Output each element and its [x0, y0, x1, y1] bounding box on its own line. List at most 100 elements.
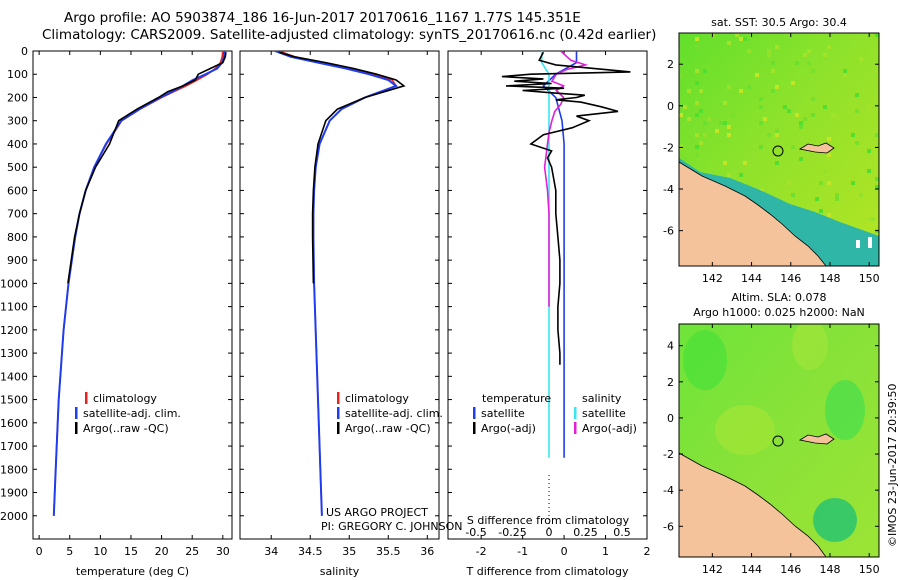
- sst-pixel: [815, 197, 819, 201]
- y-tick-label: 2000: [0, 510, 28, 523]
- y-tick-label: 0: [667, 100, 674, 113]
- salinity-lines: [274, 51, 406, 516]
- legend-satellite-label: satellite-adj. clim.: [345, 407, 443, 420]
- y-tick-label: 2: [667, 58, 674, 71]
- sla-high-patch: [792, 324, 828, 370]
- legend-climatology-label: climatology: [93, 392, 157, 405]
- sst-map-title: sat. SST: 30.5 Argo: 30.4: [711, 16, 847, 29]
- legend-t-satellite-label: satellite: [481, 407, 525, 420]
- sst-pixel: [851, 133, 855, 137]
- x-tick-label: 35.5: [376, 545, 401, 558]
- sst-pixel: [823, 53, 827, 57]
- sla-argo-position-marker: [772, 435, 784, 447]
- x-tick-label: 1: [602, 545, 609, 558]
- sst-pixel: [867, 169, 871, 173]
- sst-pixel: [859, 193, 863, 197]
- salinity-difference-axis-label: S difference from climatology: [467, 514, 630, 527]
- legend-t-argo-swatch: [473, 422, 476, 434]
- sst-pixel: [827, 137, 831, 141]
- sla-map-frame: [678, 323, 880, 558]
- x-tick-label: 25: [185, 545, 199, 558]
- legend-s-argo-label: Argo(-adj): [582, 422, 637, 435]
- sst-pixel: [759, 121, 763, 125]
- x-tick-label: 144: [741, 563, 762, 576]
- y-tick-label: 900: [7, 254, 28, 267]
- sst-pixel: [855, 109, 859, 113]
- sst-pixel: [799, 125, 803, 129]
- sst-pixel: [707, 65, 711, 69]
- y-tick-label: -4: [663, 484, 674, 497]
- sst-pixel: [759, 97, 763, 101]
- legend-climatology-swatch: [85, 392, 88, 404]
- x-tick-label: 0: [36, 545, 43, 558]
- sla-map: [679, 324, 879, 557]
- sst-pixel: [823, 105, 827, 109]
- sst-pixel: [727, 173, 731, 177]
- legend-s-satellite-label: satellite: [582, 407, 626, 420]
- sst-pixel: [723, 161, 727, 165]
- sst-pixel: [859, 153, 863, 157]
- sst-pixel: [727, 41, 731, 45]
- y-tick-label: -2: [663, 141, 674, 154]
- salinity-axes: 34 34.5 35 35.5 36 salinity: [240, 50, 439, 578]
- x-tick-label: -1: [517, 545, 528, 558]
- sst-pixel: [727, 125, 731, 129]
- series-line-argo-raw-qc-: [67, 52, 227, 284]
- sst-pixel: [699, 109, 703, 113]
- sst-pixel: [715, 129, 719, 133]
- sst-pixel: [827, 213, 831, 217]
- sst-pixel: [843, 73, 847, 77]
- series-line-climatology: [278, 51, 398, 516]
- sst-missing-pixel: [868, 237, 872, 248]
- sst-pixel: [687, 89, 691, 93]
- sst-pixel: [811, 97, 815, 101]
- x-tick-label: 146: [780, 563, 801, 576]
- y-tick-label: 400: [7, 138, 28, 151]
- sst-pixel: [783, 153, 787, 157]
- sst-pixel: [851, 181, 855, 185]
- temperature-panel-frame: [32, 50, 233, 540]
- legend-climatology-swatch: [337, 392, 340, 404]
- x-tick-label: 10: [93, 545, 107, 558]
- y-tick-label: 700: [7, 208, 28, 221]
- series-line-salinity-argo-adj-: [543, 51, 589, 307]
- series-line-satellite-adj-clim-: [52, 51, 226, 516]
- y-tick-label: 800: [7, 231, 28, 244]
- legend-argo-swatch: [75, 422, 78, 434]
- series-line-temperature-satellite: [542, 51, 578, 458]
- legend-argo-swatch: [337, 422, 340, 434]
- x-tick-label: 15: [124, 545, 138, 558]
- sst-pixel: [703, 133, 707, 137]
- sst-pixel: [867, 105, 871, 109]
- x-tick-label: 2: [644, 545, 651, 558]
- legend-satellite-swatch: [75, 407, 78, 419]
- legend-argo-label: Argo(..raw -QC): [345, 422, 431, 435]
- sst-pixel: [711, 33, 715, 37]
- credit-us-argo: US ARGO PROJECT: [326, 506, 428, 519]
- sst-pixel: [775, 85, 779, 89]
- sst-pixel: [727, 61, 731, 65]
- sst-map: [679, 33, 879, 266]
- sst-pixel: [679, 73, 683, 77]
- sst-pixel: [799, 157, 803, 161]
- sst-pixel: [803, 117, 807, 121]
- y-tick-label: 300: [7, 115, 28, 128]
- sst-pixel: [763, 117, 767, 121]
- x-tick-label: 142: [702, 563, 723, 576]
- sst-pixel: [875, 185, 879, 189]
- sla-map-title: Altim. SLA: 0.078: [731, 291, 826, 304]
- sst-pixel: [683, 157, 687, 161]
- difference-panel-frame: [447, 50, 648, 540]
- sst-pixel: [775, 161, 779, 165]
- sst-pixel: [823, 109, 827, 113]
- sst-pixel: [831, 113, 835, 117]
- sst-pixel: [827, 153, 831, 157]
- y-tick-label: 1600: [0, 417, 28, 430]
- sst-pixel: [867, 217, 871, 221]
- sst-pixel: [775, 45, 779, 49]
- sst-pixel: [699, 141, 703, 145]
- x-axis-label: T difference from climatology: [466, 565, 629, 578]
- sst-pixel: [687, 117, 691, 121]
- sst-map-frame: [678, 32, 880, 267]
- sst-pixel: [759, 105, 763, 109]
